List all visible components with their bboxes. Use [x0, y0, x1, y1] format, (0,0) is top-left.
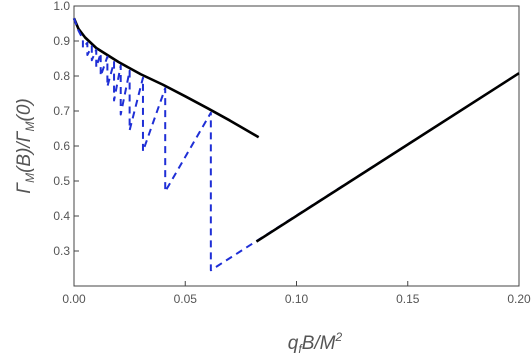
y-tick-label: 0.4	[53, 209, 70, 223]
series-2-line	[73, 17, 520, 272]
x-tick-label: 0.20	[507, 292, 531, 306]
y-tick-label: 0.9	[53, 34, 70, 48]
plot-frame	[73, 5, 520, 287]
y-axis-ticks: 0.3 0.4 0.5 0.6 0.7 0.8 0.9 1.0	[53, 0, 79, 258]
y-tick-label: 1.0	[53, 0, 70, 13]
series-layer	[72, 17, 520, 272]
x-tick-label: 0.00	[62, 292, 86, 306]
y-tick-label: 0.7	[53, 104, 70, 118]
x-tick-label: 0.05	[174, 292, 198, 306]
y-axis-label: ΓM(B)/ΓM(0)	[14, 98, 37, 194]
y-tick-label: 0.6	[53, 139, 70, 153]
x-axis-ticks: 0.00 0.05 0.10 0.15 0.20	[62, 281, 531, 306]
series-3-line	[255, 72, 520, 243]
series-1-line	[72, 17, 260, 139]
y-tick-label: 0.3	[53, 244, 70, 258]
y-tick-label: 0.8	[53, 69, 70, 83]
x-axis-label: qfB/M2	[288, 330, 343, 356]
x-tick-label: 0.10	[285, 292, 309, 306]
x-tick-label: 0.15	[396, 292, 420, 306]
y-tick-label: 0.5	[53, 174, 70, 188]
